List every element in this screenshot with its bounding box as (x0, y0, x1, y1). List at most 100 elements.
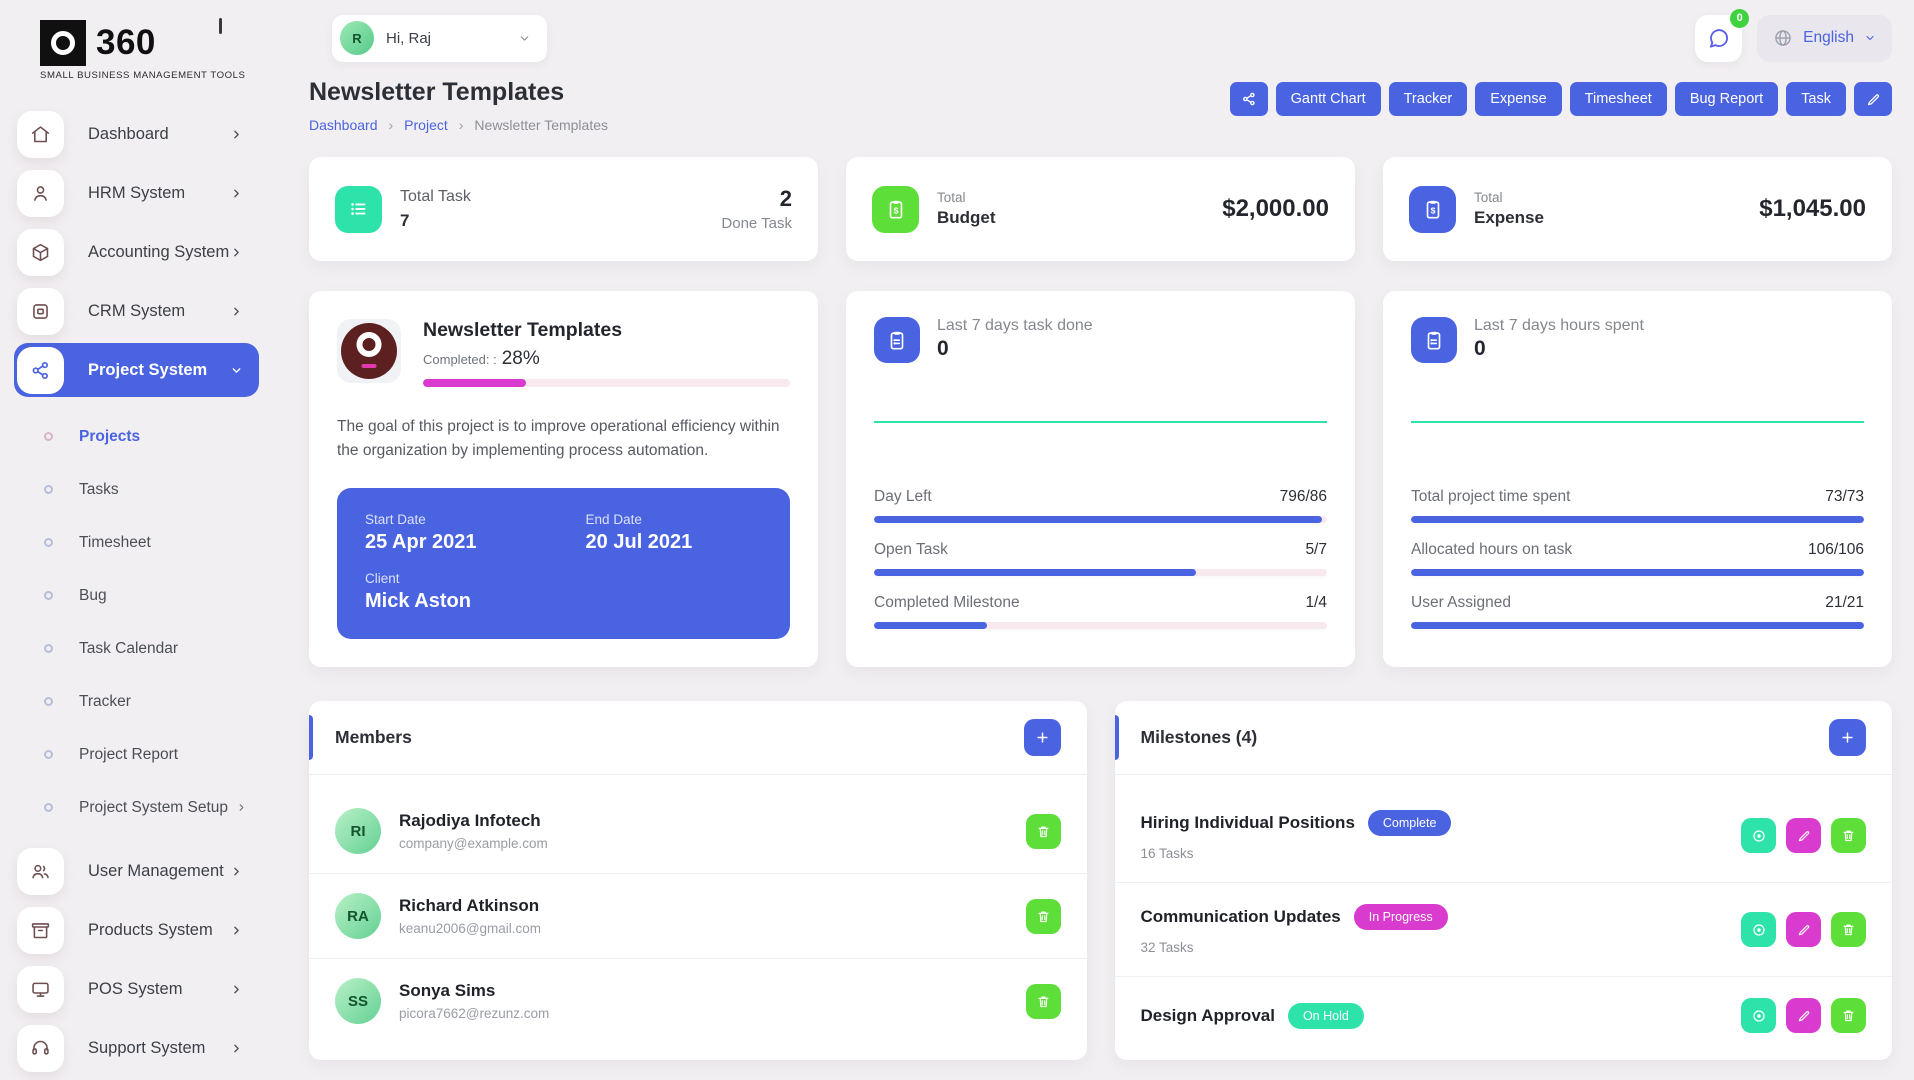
sidebar-subitem-tracker[interactable]: Tracker (0, 675, 285, 728)
chevron-right-icon (230, 1042, 243, 1055)
sidebar-menu: Dashboard HRM System Accounting System C… (0, 107, 285, 1075)
sidebar-item-project-system[interactable]: Project System (14, 343, 259, 397)
project-logo (337, 319, 401, 383)
timesheet-button[interactable]: Timesheet (1569, 82, 1667, 116)
breadcrumb-dashboard[interactable]: Dashboard (309, 117, 378, 133)
sidebar-subitem-projects[interactable]: Projects (0, 410, 285, 463)
bug-report-button[interactable]: Bug Report (1674, 82, 1779, 116)
add-milestone-button[interactable] (1829, 719, 1866, 757)
messages-button[interactable]: 0 (1695, 8, 1750, 62)
sidebar-item-pos-system[interactable]: POS System (14, 962, 259, 1016)
share-button[interactable] (1229, 82, 1268, 116)
logo-mark-icon (40, 20, 86, 66)
notification-badge: 0 (1730, 8, 1750, 28)
trash-icon (1036, 994, 1051, 1009)
language-selector[interactable]: English (1757, 14, 1892, 62)
milestone-name: Communication Updates (1140, 907, 1341, 927)
edit-milestone-button[interactable] (1786, 912, 1821, 948)
sidebar-subitem-project-system-setup[interactable]: Project System Setup (0, 781, 285, 834)
trash-icon (1841, 1008, 1856, 1023)
sidebar-item-accounting-system[interactable]: Accounting System (14, 225, 259, 279)
avatar: RA (335, 893, 381, 940)
sidebar-item-products-system[interactable]: Products System (14, 903, 259, 957)
expense-button[interactable]: Expense (1475, 82, 1562, 116)
hours-summary-card: Last 7 days hours spent 0 Total project … (1383, 291, 1892, 668)
client-label: Client (365, 571, 400, 587)
member-row: RI Rajodiya Infotech company@example.com (309, 789, 1087, 875)
headset-icon (17, 1024, 64, 1072)
person-icon (17, 169, 64, 217)
sidebar-subitem-timesheet[interactable]: Timesheet (0, 516, 285, 569)
sidebar-item-support-system[interactable]: Support System (14, 1021, 259, 1075)
gantt-chart-button[interactable]: Gantt Chart (1275, 82, 1381, 116)
view-milestone-button[interactable] (1741, 818, 1776, 854)
expense-clipboard-icon: $ (1409, 185, 1456, 233)
chevron-right-icon (236, 802, 247, 813)
trash-icon (1841, 828, 1856, 843)
sidebar-collapse-handle[interactable] (219, 18, 222, 34)
bullet-icon (44, 803, 53, 812)
task-button[interactable]: Task (1786, 82, 1846, 116)
topbar: R Hi, Raj 0 English (285, 0, 1914, 64)
logo-text: 360 (96, 23, 156, 62)
expense-total-label: Total (1474, 190, 1503, 205)
members-title: Members (335, 727, 412, 748)
delete-member-button[interactable] (1025, 813, 1061, 849)
view-milestone-button[interactable] (1741, 912, 1776, 948)
hours-sparkline (1411, 363, 1864, 481)
globe-icon (1773, 28, 1793, 48)
user-menu[interactable]: R Hi, Raj (332, 14, 547, 62)
sidebar-subitem-bug[interactable]: Bug (0, 569, 285, 622)
milestone-name: Hiring Individual Positions (1140, 813, 1355, 833)
project-dates-panel: Start Date 25 Apr 2021 End Date 20 Jul 2… (337, 488, 790, 640)
edit-project-button[interactable] (1854, 82, 1892, 116)
delete-member-button[interactable] (1025, 983, 1061, 1019)
milestones-title: Milestones (4) (1140, 727, 1258, 748)
bullet-icon (44, 591, 53, 600)
expense-value: $1,045.00 (1759, 195, 1866, 222)
svg-text:$: $ (1430, 205, 1435, 215)
clipboard-list-icon (874, 317, 920, 363)
total-task-label: Total Task (400, 187, 471, 205)
avatar: SS (335, 978, 381, 1025)
time-spent-progress (1411, 516, 1864, 523)
crm-icon (17, 287, 64, 335)
page-title: Newsletter Templates (309, 78, 565, 106)
sidebar-subitem-project-report[interactable]: Project Report (0, 728, 285, 781)
cube-icon (17, 228, 64, 276)
task-sparkline (874, 363, 1327, 481)
total-task-card: Total Task 7 2 Done Task (309, 157, 818, 261)
clipboard-list-icon (1411, 317, 1457, 363)
tracker-button[interactable]: Tracker (1388, 82, 1468, 116)
edit-milestone-button[interactable] (1786, 818, 1821, 854)
delete-milestone-button[interactable] (1831, 818, 1866, 854)
chevron-right-icon (230, 865, 243, 878)
task-summary-value: 0 (937, 337, 949, 360)
total-budget-card: $ Total Budget $2,000.00 (846, 157, 1355, 261)
sidebar-item-dashboard[interactable]: Dashboard (14, 107, 259, 161)
chevron-down-icon (230, 364, 243, 377)
view-milestone-button[interactable] (1741, 998, 1776, 1034)
open-task-progress (874, 569, 1327, 576)
app-logo[interactable]: 360 SMALL BUSINESS MANAGEMENT TOOLS (0, 14, 285, 81)
delete-milestone-button[interactable] (1831, 912, 1866, 948)
breadcrumb-separator-icon (389, 117, 394, 133)
delete-member-button[interactable] (1025, 898, 1061, 934)
add-member-button[interactable] (1023, 719, 1061, 757)
member-email: company@example.com (399, 836, 548, 852)
sidebar-item-hrm-system[interactable]: HRM System (14, 166, 259, 220)
trash-icon (1036, 824, 1051, 839)
bullet-icon (44, 538, 53, 547)
breadcrumb-project[interactable]: Project (404, 117, 448, 133)
project-description: The goal of this project is to improve o… (337, 418, 780, 459)
sidebar-subitem-tasks[interactable]: Tasks (0, 463, 285, 516)
start-date-value: 25 Apr 2021 (365, 531, 477, 554)
sidebar-item-user-management[interactable]: User Management (14, 844, 259, 898)
sidebar-item-crm-system[interactable]: CRM System (14, 284, 259, 338)
sidebar-subitem-task-calendar[interactable]: Task Calendar (0, 622, 285, 675)
edit-milestone-button[interactable] (1786, 998, 1821, 1034)
delete-milestone-button[interactable] (1831, 998, 1866, 1034)
sidebar: 360 SMALL BUSINESS MANAGEMENT TOOLS Dash… (0, 0, 285, 1080)
members-card: Members RI Rajodiya Infotech company@exa… (309, 701, 1087, 1061)
member-name: Richard Atkinson (399, 896, 540, 916)
